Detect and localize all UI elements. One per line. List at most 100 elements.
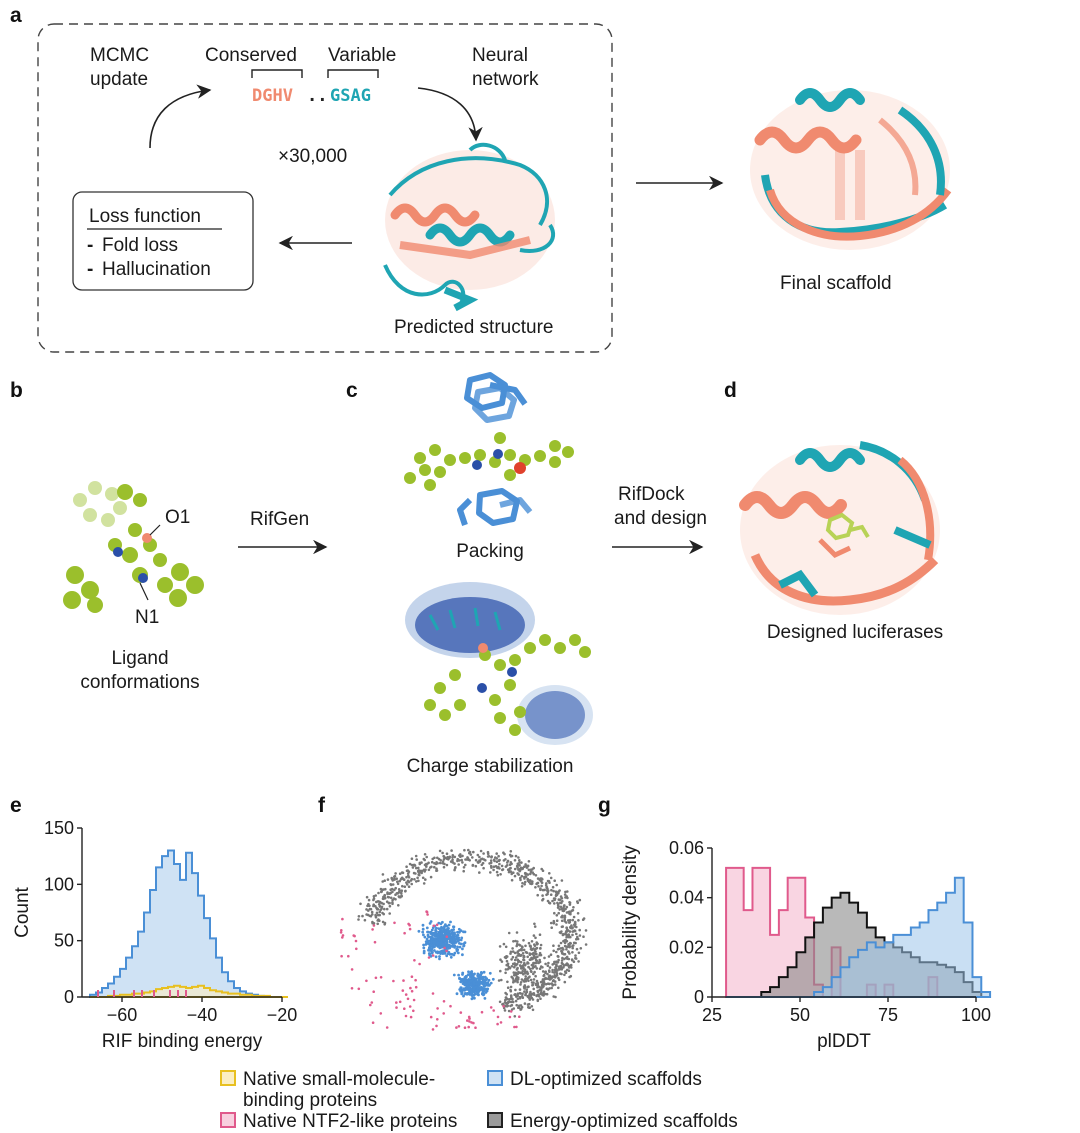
point-energy-optimized [513, 958, 517, 962]
point-energy-optimized [532, 934, 536, 937]
point-energy-optimized [509, 855, 513, 858]
point-energy-optimized [525, 990, 529, 994]
point-energy-optimized [562, 964, 566, 967]
point-energy-optimized [533, 970, 536, 974]
point-energy-optimized [560, 879, 564, 882]
point-energy-optimized [544, 884, 548, 887]
point-native-ntf2 [365, 979, 368, 983]
point-energy-optimized [516, 958, 520, 962]
point-energy-optimized [566, 890, 569, 893]
point-native-ntf2 [402, 979, 405, 982]
point-dl-optimized [447, 927, 450, 930]
point-energy-optimized [506, 861, 509, 864]
point-energy-optimized [523, 865, 526, 868]
point-energy-optimized [528, 952, 532, 956]
point-energy-optimized [377, 903, 381, 906]
point-energy-optimized [568, 921, 571, 924]
point-energy-optimized [530, 992, 534, 996]
variable-label: Variable [328, 45, 396, 66]
point-energy-optimized [396, 882, 400, 886]
point-energy-optimized [509, 985, 513, 989]
point-dl-optimized [444, 923, 447, 927]
point-energy-optimized [504, 991, 507, 995]
point-energy-optimized [366, 913, 370, 917]
point-energy-optimized [570, 958, 574, 961]
point-energy-optimized [565, 905, 569, 909]
point-dl-optimized [488, 983, 491, 987]
point-energy-optimized [376, 922, 380, 926]
point-dl-optimized [472, 986, 476, 990]
point-energy-optimized [554, 969, 557, 973]
point-energy-optimized [542, 994, 545, 997]
point-energy-optimized [533, 944, 537, 947]
point-energy-optimized [539, 980, 543, 984]
point-energy-optimized [516, 994, 519, 997]
point-energy-optimized [389, 883, 393, 887]
point-energy-optimized [555, 964, 558, 967]
point-energy-optimized [575, 947, 579, 951]
point-dl-optimized [477, 993, 480, 997]
point-energy-optimized [497, 979, 501, 982]
point-energy-optimized [514, 999, 518, 1003]
point-energy-optimized [377, 891, 380, 895]
point-energy-optimized [540, 991, 543, 994]
point-energy-optimized [417, 873, 421, 876]
point-energy-optimized [375, 900, 378, 904]
point-energy-optimized [553, 898, 556, 902]
point-energy-optimized [529, 990, 532, 994]
point-energy-optimized [536, 989, 539, 993]
point-energy-optimized [415, 858, 419, 861]
point-energy-optimized [478, 855, 481, 859]
point-energy-optimized [425, 855, 429, 859]
point-native-ntf2 [379, 976, 383, 979]
point-dl-optimized [431, 943, 434, 947]
point-energy-optimized [549, 921, 553, 925]
point-energy-optimized [538, 933, 542, 936]
point-energy-optimized [482, 852, 485, 855]
point-energy-optimized [558, 908, 561, 911]
point-native-ntf2 [414, 978, 417, 982]
point-energy-optimized [523, 877, 526, 880]
point-energy-optimized [367, 909, 370, 912]
point-energy-optimized [510, 995, 513, 999]
point-dl-optimized [438, 955, 441, 958]
point-energy-optimized [466, 856, 469, 859]
point-energy-optimized [503, 956, 507, 959]
predicted-structure-image [383, 142, 556, 312]
point-energy-optimized [417, 879, 420, 883]
point-energy-optimized [403, 885, 407, 888]
point-energy-optimized [523, 970, 527, 974]
point-dl-optimized [452, 939, 455, 942]
point-dl-optimized [430, 947, 434, 951]
point-native-ntf2 [398, 1000, 402, 1004]
point-dl-optimized [447, 934, 451, 937]
point-energy-optimized [519, 964, 523, 968]
point-energy-optimized [503, 852, 506, 856]
point-dl-optimized [426, 930, 429, 934]
point-energy-optimized [551, 983, 555, 987]
point-energy-optimized [560, 919, 564, 923]
point-energy-optimized [368, 907, 372, 911]
point-energy-optimized [410, 863, 414, 867]
point-energy-optimized [499, 873, 502, 876]
panel-label-f: f [318, 794, 326, 817]
point-energy-optimized [556, 948, 560, 951]
point-energy-optimized [513, 1015, 517, 1018]
x-tick-label: −60 [107, 1005, 138, 1025]
point-energy-optimized [495, 852, 499, 855]
y-axis-label: Count [12, 886, 33, 937]
point-native-ntf2 [355, 947, 358, 951]
point-dl-optimized [435, 926, 438, 930]
point-energy-optimized [517, 970, 520, 974]
point-energy-optimized [528, 975, 531, 978]
point-native-ntf2 [442, 1012, 446, 1015]
point-energy-optimized [363, 918, 367, 922]
point-energy-optimized [532, 866, 535, 870]
point-energy-optimized [526, 972, 529, 976]
point-energy-optimized [517, 873, 520, 876]
point-energy-optimized [445, 863, 449, 867]
x-tick-label: 50 [790, 1005, 810, 1025]
point-energy-optimized [536, 984, 540, 988]
point-dl-optimized [473, 996, 476, 1000]
point-energy-optimized [576, 900, 579, 903]
